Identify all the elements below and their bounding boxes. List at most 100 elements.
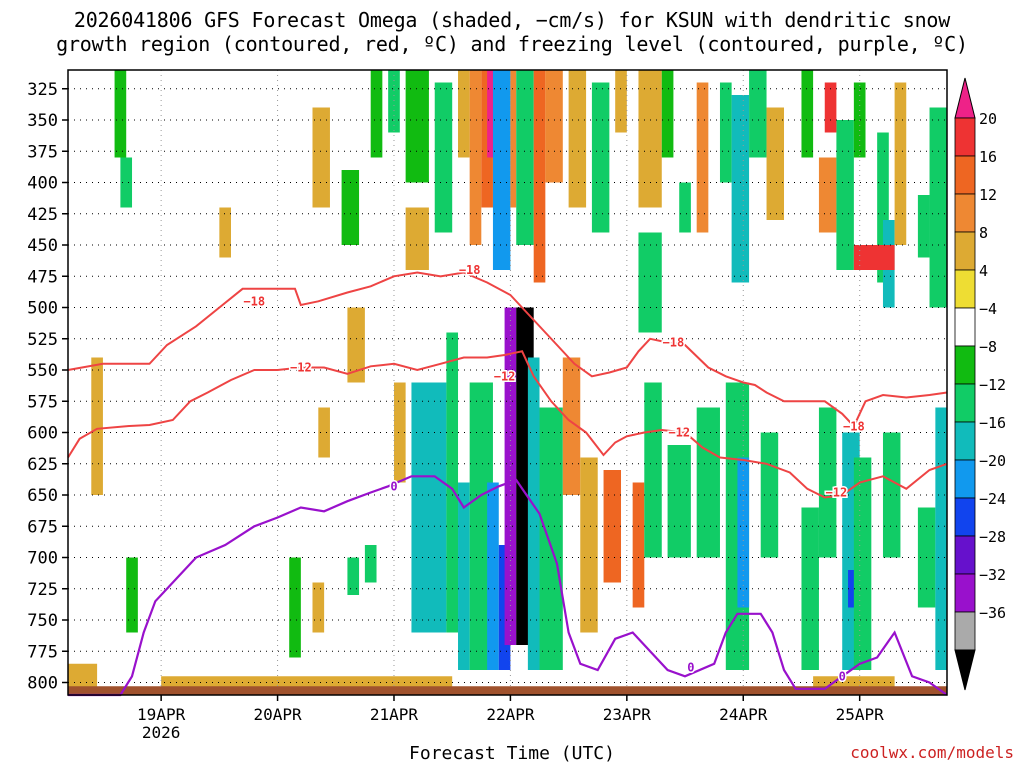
x-tick-label: 25APR [836, 705, 885, 724]
omega-cell [638, 70, 662, 208]
omega-cell [458, 70, 470, 158]
omega-cell [504, 307, 517, 645]
colorbar-label: 16 [979, 148, 997, 166]
omega-cell [91, 357, 103, 495]
x-axis-label: Forecast Time (UTC) [409, 743, 615, 764]
omega-cell [312, 107, 330, 208]
y-tick-label: 750 [27, 611, 58, 631]
colorbar-label: −32 [979, 566, 1006, 584]
omega-cell [446, 332, 459, 633]
omega-cell [318, 407, 330, 458]
omega-cell [388, 70, 400, 133]
omega-cell [813, 676, 895, 689]
omega-cell [126, 557, 138, 633]
contour-label: 0 [839, 669, 846, 683]
omega-cell [632, 482, 645, 608]
contour-label: −18 [243, 294, 265, 308]
y-tick-label: 800 [27, 674, 58, 694]
colorbar-segment [954, 573, 976, 613]
colorbar-bottom-triangle [954, 649, 976, 691]
colorbar-segment [954, 459, 976, 499]
colorbar-label: 12 [979, 186, 997, 204]
colorbar-segment [954, 497, 976, 537]
omega-cell [848, 570, 858, 608]
omega-cell [882, 432, 901, 558]
contour-label: −18 [843, 419, 865, 433]
y-tick-label: 700 [27, 549, 58, 569]
omega-cell [824, 82, 837, 133]
freezing-level-contour [68, 475, 948, 697]
terrain-ground [68, 686, 947, 695]
y-tick-label: 625 [27, 455, 58, 475]
y-tick-label: 600 [27, 424, 58, 444]
omega-cell [615, 70, 627, 133]
colorbar-segment [954, 345, 976, 385]
x-tick-label: 20APR [253, 705, 302, 724]
x-tick-label: 23APR [603, 705, 652, 724]
omega-cell [696, 82, 709, 233]
omega-cell [527, 357, 540, 670]
dgz-contour--12 [67, 350, 948, 499]
contour-labels: −18 −18 −18 −18 −12 −12 −12 −12 0 0 0 [242, 262, 866, 685]
omega-cell [516, 70, 534, 245]
omega-cell [370, 70, 383, 158]
omega-cell [539, 407, 563, 670]
omega-cell [591, 82, 610, 233]
omega-cell [458, 482, 470, 670]
y-tick-label: 775 [27, 642, 58, 662]
omega-cell [347, 307, 365, 383]
contour-label: 0 [390, 479, 397, 493]
omega-cell [312, 582, 325, 633]
omega-cell [434, 82, 453, 233]
y-tick-label: 375 [27, 142, 58, 162]
omega-cell [719, 82, 732, 183]
omega-cell [405, 207, 429, 270]
omega-cell [638, 232, 662, 333]
omega-cell [935, 407, 947, 670]
colorbar-label: −8 [979, 338, 997, 356]
contour-label: −12 [668, 426, 690, 440]
y-tick-label: 400 [27, 174, 58, 194]
contour-lines [67, 271, 948, 697]
omega-cell [341, 170, 360, 245]
colorbar-label: −24 [979, 490, 1006, 508]
colorbar-segment [954, 307, 976, 347]
contour-label: −12 [290, 361, 312, 375]
y-tick-label: 425 [27, 205, 58, 225]
colorbar-label: −4 [979, 300, 997, 318]
colorbar-label: 20 [979, 110, 997, 128]
y-tick-label: 575 [27, 392, 58, 412]
omega-cell [661, 70, 674, 158]
omega-cell [120, 157, 133, 208]
plot-frame [67, 69, 948, 696]
omega-cell [818, 157, 837, 233]
omega-cell [545, 70, 563, 183]
y-tick-label: 450 [27, 236, 58, 256]
colorbar-label: 4 [979, 262, 988, 280]
dgz-contour--18 [67, 271, 948, 428]
omega-cell [411, 382, 447, 633]
omega-cell [510, 70, 517, 208]
contour-label: −18 [459, 263, 481, 277]
omega-cell [731, 95, 750, 283]
x-tick-label: 19APR [137, 705, 186, 724]
y-tick-label: 650 [27, 486, 58, 506]
colorbar-label: −12 [979, 376, 1006, 394]
omega-cell [568, 70, 587, 208]
omega-cell [393, 382, 406, 483]
omega-cell [766, 107, 785, 220]
colorbar-segment [954, 117, 976, 157]
omega-cell [289, 557, 301, 658]
omega-cell [760, 432, 779, 558]
omega-cell [219, 207, 231, 258]
colorbar-segment [954, 611, 976, 651]
y-tick-label: 500 [27, 299, 58, 319]
contour-label: −12 [494, 369, 516, 383]
colorbar-segment [954, 155, 976, 195]
omega-cell [580, 457, 598, 633]
colorbar-label: −16 [979, 414, 1006, 432]
y-tick-label: 525 [27, 330, 58, 350]
omega-cell [737, 457, 750, 608]
